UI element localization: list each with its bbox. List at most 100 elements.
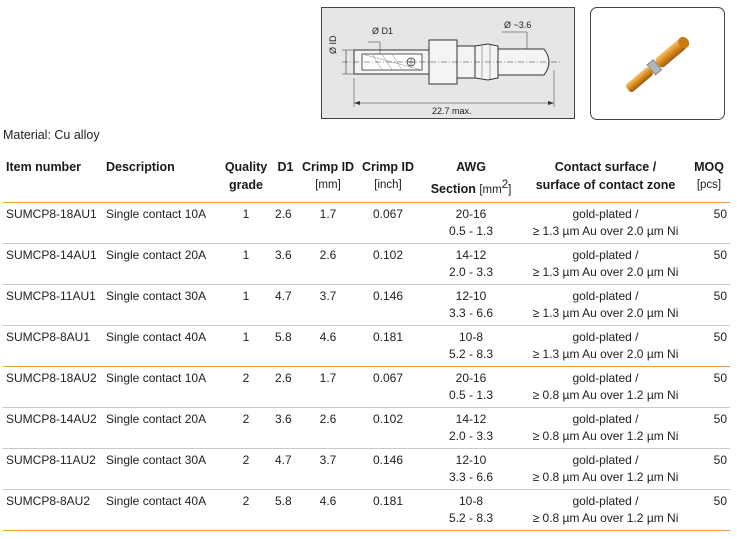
cell-crimp-id-inch-text: 0.102 <box>372 412 404 427</box>
cell-quality-grade-text: 2 <box>242 412 250 427</box>
cell-crimp-id-inch: 0.067 <box>357 366 419 408</box>
cell-description: Single contact 40A <box>103 325 220 367</box>
cell-description-text: Single contact 20A <box>106 248 207 263</box>
cell-description-text: Single contact 10A <box>106 207 207 222</box>
cell-moq: 50 <box>688 284 730 326</box>
cell-d1: 2.6 <box>272 202 299 244</box>
cell-contact-surface-text: gold-plated / <box>572 371 639 386</box>
material-note: Material: Cu alloy <box>3 128 100 142</box>
cell-description: Single contact 40A <box>103 489 220 532</box>
cell-crimp-id-inch-text: 0.146 <box>372 453 404 468</box>
contact-photo-svg <box>625 36 690 93</box>
cell-contact-surface: gold-plated / ≥ 1.3 µm Au over 2.0 µm Ni <box>523 284 688 326</box>
cell-item-number-text: SUMCP8-8AU2 <box>6 494 91 509</box>
cell-d1: 4.7 <box>272 448 299 490</box>
cell-awg-section-text: 14-12 <box>455 412 487 427</box>
cell-contact-surface: gold-plated / ≥ 0.8 µm Au over 1.2 µm Ni <box>523 489 688 532</box>
cell-contact-surface-text: ≥ 0.8 µm Au over 1.2 µm Ni <box>532 470 679 485</box>
cell-moq-text: 50 <box>713 412 727 427</box>
cell-crimp-id-inch: 0.146 <box>357 448 419 490</box>
cell-quality-grade-text: 1 <box>242 207 250 222</box>
table-row: SUMCP8-14AU2 Single contact 20A 2 3.6 2.6 0.1… <box>3 407 730 449</box>
cell-crimp-id-inch: 0.102 <box>357 243 419 285</box>
cell-awg-section: 10-8 5.2 - 8.3 <box>419 325 523 367</box>
cell-moq-text: 50 <box>713 248 727 263</box>
cell-crimp-id-inch-text: 0.102 <box>372 248 404 263</box>
cell-crimp-id-mm: 1.7 <box>299 202 357 244</box>
cell-description: Single contact 30A <box>103 448 220 490</box>
header-crimp-id-inch: Crimp ID [inch] <box>361 160 415 191</box>
cell-awg-section-text: 3.3 - 6.6 <box>448 470 494 485</box>
cell-description-text: Single contact 20A <box>106 412 207 427</box>
header-d1: D1 <box>277 160 294 174</box>
header-contact-surface: Contact surface / surface of contact zone <box>535 160 676 192</box>
cell-quality-grade-text: 2 <box>242 453 250 468</box>
cell-awg-section-text: 3.3 - 6.6 <box>448 306 494 321</box>
cell-d1-text: 2.6 <box>275 207 292 222</box>
cell-crimp-id-inch: 0.067 <box>357 202 419 244</box>
table-row: SUMCP8-14AU1 Single contact 20A 1 3.6 2.6 0.1… <box>3 243 730 285</box>
header-crimp-id-mm: Crimp ID [mm] <box>302 160 355 191</box>
cell-crimp-id-inch-text: 0.067 <box>372 371 404 386</box>
cell-moq-text: 50 <box>713 453 727 468</box>
id-label: Ø ID <box>328 35 338 54</box>
cell-quality-grade-text: 2 <box>242 371 250 386</box>
cell-item-number: SUMCP8-14AU2 <box>3 407 103 449</box>
header-quality-grade: Quality grade <box>224 160 268 192</box>
cell-awg-section: 14-12 2.0 - 3.3 <box>419 407 523 449</box>
cell-item-number: SUMCP8-14AU1 <box>3 243 103 285</box>
cell-item-number-text: SUMCP8-14AU1 <box>6 248 97 263</box>
cell-description: Single contact 30A <box>103 284 220 326</box>
contact-drawing-svg: Ø D1 Ø ID Ø ~3.6 22.7 max. <box>328 20 562 116</box>
cell-item-number: SUMCP8-18AU1 <box>3 202 103 244</box>
cell-d1-text: 3.6 <box>275 412 292 427</box>
cell-quality-grade: 2 <box>220 407 272 449</box>
technical-drawing: Ø D1 Ø ID Ø ~3.6 22.7 max. <box>321 7 575 119</box>
cell-item-number-text: SUMCP8-18AU2 <box>6 371 97 386</box>
cell-contact-surface-text: ≥ 1.3 µm Au over 2.0 µm Ni <box>532 347 679 362</box>
specification-table: Item number Description Quality grade D1 … <box>3 157 730 532</box>
cell-awg-section: 14-12 2.0 - 3.3 <box>419 243 523 285</box>
cell-item-number: SUMCP8-8AU2 <box>3 489 103 532</box>
cell-crimp-id-inch-text: 0.181 <box>372 494 404 509</box>
cell-moq: 50 <box>688 202 730 244</box>
cell-moq: 50 <box>688 489 730 532</box>
table-row: SUMCP8-18AU2 Single contact 10A 2 2.6 1.7 0.0… <box>3 366 730 408</box>
cell-contact-surface-text: ≥ 1.3 µm Au over 2.0 µm Ni <box>532 265 679 280</box>
cell-d1: 3.6 <box>272 407 299 449</box>
cell-crimp-id-mm: 1.7 <box>299 366 357 408</box>
cell-crimp-id-mm: 3.7 <box>299 448 357 490</box>
cell-description-text: Single contact 40A <box>106 330 207 345</box>
cell-d1-text: 4.7 <box>275 453 292 468</box>
cell-item-number-text: SUMCP8-11AU1 <box>6 289 96 304</box>
cell-description-text: Single contact 30A <box>106 289 207 304</box>
cell-moq-text: 50 <box>713 371 727 386</box>
cell-awg-section: 20-16 0.5 - 1.3 <box>419 202 523 244</box>
cell-quality-grade-text: 1 <box>242 289 250 304</box>
cell-d1-text: 5.8 <box>275 494 292 509</box>
cell-awg-section-text: 14-12 <box>455 248 487 263</box>
cell-quality-grade: 2 <box>220 448 272 490</box>
header-awg-section: AWG Section [mm2] <box>430 160 512 197</box>
cell-quality-grade: 1 <box>220 284 272 326</box>
cell-crimp-id-mm-text: 4.6 <box>319 330 337 345</box>
cell-quality-grade-text: 1 <box>242 248 250 263</box>
cell-quality-grade: 1 <box>220 243 272 285</box>
cell-crimp-id-inch-text: 0.181 <box>372 330 404 345</box>
cell-contact-surface: gold-plated / ≥ 1.3 µm Au over 2.0 µm Ni <box>523 243 688 285</box>
cell-contact-surface-text: gold-plated / <box>572 330 639 345</box>
cell-crimp-id-inch-text: 0.067 <box>372 207 404 222</box>
cell-moq: 50 <box>688 325 730 367</box>
header-item-number: Item number <box>6 160 82 174</box>
cell-crimp-id-mm-text: 3.7 <box>319 289 337 304</box>
cell-moq-text: 50 <box>713 494 727 509</box>
cell-d1: 5.8 <box>272 489 299 532</box>
header-moq: MOQ [pcs] <box>694 160 724 191</box>
cell-moq: 50 <box>688 366 730 408</box>
cell-quality-grade: 2 <box>220 489 272 532</box>
cell-d1-text: 2.6 <box>275 371 292 386</box>
cell-moq-text: 50 <box>713 207 727 222</box>
cell-item-number-text: SUMCP8-14AU2 <box>6 412 97 427</box>
cell-crimp-id-mm: 3.7 <box>299 284 357 326</box>
length-label: 22.7 max. <box>432 106 472 116</box>
